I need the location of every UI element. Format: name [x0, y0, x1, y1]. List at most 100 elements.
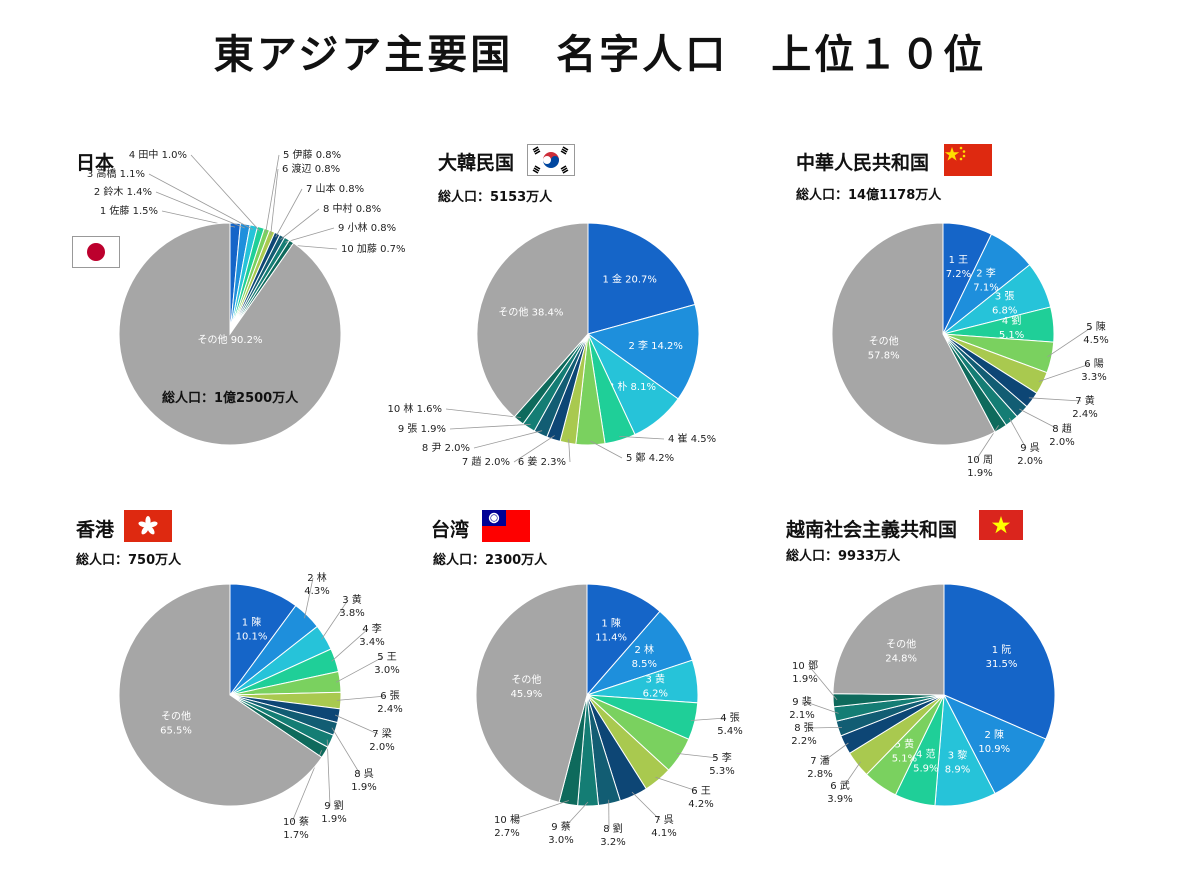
panel-hongkong: 香港 総人口：750万人 1 陳 10.1% 2 林 4.3% 3 黄 3.8% 4 李 3.…: [40, 505, 430, 885]
slice-label: 2 李: [976, 266, 996, 279]
slice-label: 2 陳: [985, 729, 1005, 741]
leader-line: [690, 717, 727, 721]
pie-chart-taiwan: 1 陳 11.4% 2 林 8.5% 3 黄 6.2% 4 張 5.4% 5 李 5.3% 6 王 4…: [475, 583, 743, 848]
total-population: 総人口：9933万人: [786, 549, 901, 564]
leader-line: [1008, 417, 1027, 449]
slice-value-label: 1.9%: [351, 782, 376, 793]
leader-line: [631, 791, 661, 821]
slice-value-label: 2.2%: [791, 736, 816, 747]
tw-flag-icon: [482, 510, 530, 542]
slice-label: 1 佐藤 1.5%: [100, 205, 158, 217]
slice-label: 6 張: [380, 690, 400, 702]
slice-label: 5 陳: [1086, 321, 1106, 333]
slice-label: 9 呉: [1020, 442, 1040, 454]
leader-line: [510, 800, 570, 821]
slice-value-label: 3.0%: [548, 835, 573, 846]
slice-label: 8 呉: [354, 768, 374, 780]
total-population: 総人口：2300万人: [433, 553, 548, 568]
slice-value-label: 5.1%: [999, 330, 1024, 341]
slice-label: 10 加藤 0.7%: [341, 243, 406, 255]
slice-label: 10 蔡: [283, 815, 309, 828]
leader-line: [805, 701, 839, 714]
total-population: 総人口：14億1178万人: [796, 188, 942, 203]
slice-label: 2 鈴木 1.4%: [94, 185, 152, 198]
leader-line: [843, 761, 861, 787]
slice-label: 8 趙: [1052, 422, 1072, 435]
pie-chart-hongkong: 1 陳 10.1% 2 林 4.3% 3 黄 3.8% 4 李 3.4% 5 王 3.0% 6 張 2…: [118, 571, 403, 841]
pie-slice-2: [942, 693, 1047, 795]
leader-line: [1038, 363, 1091, 382]
slice-label: 3 黄: [646, 673, 666, 686]
pie-slice-2: [586, 303, 700, 400]
slice-value-label: 11.4%: [595, 633, 627, 644]
leader-line: [449, 423, 531, 430]
slice-label: 6 武: [830, 779, 850, 792]
slice-label: 4 張: [720, 712, 740, 724]
leader-line: [304, 577, 314, 619]
slice-value-label: 4.1%: [651, 828, 676, 839]
pie-chart-china: 1 王 7.2% 2 李 7.1%3 張 6.8%4 劉 5.1% 5 陳 4.5% 6 陽 3.…: [831, 222, 1109, 479]
slice-label: 10 林 1.6%: [388, 402, 443, 415]
leader-line: [331, 628, 369, 662]
slice-value-label: 3.4%: [359, 637, 384, 648]
slice-label: 6 王: [691, 786, 711, 797]
slice-label: その他: [886, 638, 916, 651]
pie-slice-1: [586, 583, 661, 697]
leader-line: [564, 801, 589, 828]
slice-label: 4 李: [362, 622, 382, 635]
slice-value-label: 2.0%: [1049, 437, 1074, 448]
leader-line: [270, 168, 279, 236]
slice-label: その他: [511, 673, 541, 686]
slice-value-label: 2.0%: [1017, 456, 1042, 467]
slice-label: 2 李 14.2%: [628, 339, 683, 352]
slice-label: 3 高橋 1.1%: [87, 167, 145, 180]
slice-label: 4 崔 4.5%: [668, 432, 716, 445]
slice-label: 6 陽: [1084, 358, 1104, 370]
slice-label: その他 90.2%: [198, 333, 263, 346]
slice-label: 2 林: [635, 643, 655, 656]
slice-value-label: 4.2%: [688, 799, 713, 810]
vn-flag-icon: [979, 510, 1023, 540]
panel-china: 中華人民共和国 総人口：14億1178万人 1 王 7.2% 2 李 7.1% 3 張 6…: [760, 140, 1150, 520]
panel-vietnam: 越南社会主義共和国 総人口：9933万人 1 阮 31.5% 2 陳 10.9% 3 黎…: [750, 505, 1140, 885]
slice-value-label: 57.8%: [868, 351, 900, 362]
slice-label: 4 范: [916, 747, 936, 760]
slice-value-label: 2.8%: [807, 769, 832, 780]
slice-value-label: 31.5%: [986, 659, 1018, 670]
slice-value-label: 6.2%: [643, 689, 668, 700]
pie-slice-1: [587, 222, 696, 335]
pie-slice-other: [832, 583, 945, 696]
leader-line: [807, 727, 843, 729]
slice-value-label: 6.8%: [992, 306, 1017, 317]
slice-value-label: 1.9%: [321, 814, 346, 825]
slice-label: 10 楊: [494, 814, 520, 826]
country-name: 台湾: [431, 519, 470, 541]
slice-value-label: 2.4%: [1072, 409, 1097, 420]
slice-label: 2 林: [307, 571, 327, 584]
slice-value-label: 2.0%: [369, 742, 394, 753]
slice-label: 9 蔡: [551, 820, 571, 833]
slice-label: 7 趙 2.0%: [462, 455, 510, 468]
slice-label: その他: [161, 710, 191, 723]
leader-line: [155, 191, 245, 229]
leader-line: [1028, 397, 1082, 402]
slice-value-label: 5.1%: [892, 753, 917, 764]
leader-line: [619, 436, 665, 440]
slice-label: 10 鄧: [792, 660, 818, 672]
slice-value-label: 3.8%: [339, 608, 364, 619]
total-population: 総人口：750万人: [76, 553, 182, 568]
slice-value-label: 3.3%: [1081, 372, 1106, 383]
slice-label: 9 裴: [792, 695, 812, 708]
slice-value-label: 65.5%: [160, 726, 192, 737]
slice-value-label: 2.4%: [377, 704, 402, 715]
leader-line: [473, 430, 543, 449]
slice-label: 7 黄: [1075, 394, 1095, 407]
slice-label: 5 李: [712, 751, 732, 764]
main-title: 東アジア主要国 名字人口 上位１０位: [213, 32, 987, 78]
slice-label: 1 王: [949, 255, 969, 266]
slice-label: 3 朴 8.1%: [608, 380, 656, 393]
country-name: 日本: [76, 152, 115, 174]
slice-label: 1 金 20.7%: [602, 272, 657, 285]
panel-korea: 大韓民国 総人口：5153万人 1 金 20.7% 2 李 14.2% 3 朴 8.…: [388, 140, 790, 520]
pie-slice-1: [229, 583, 297, 697]
